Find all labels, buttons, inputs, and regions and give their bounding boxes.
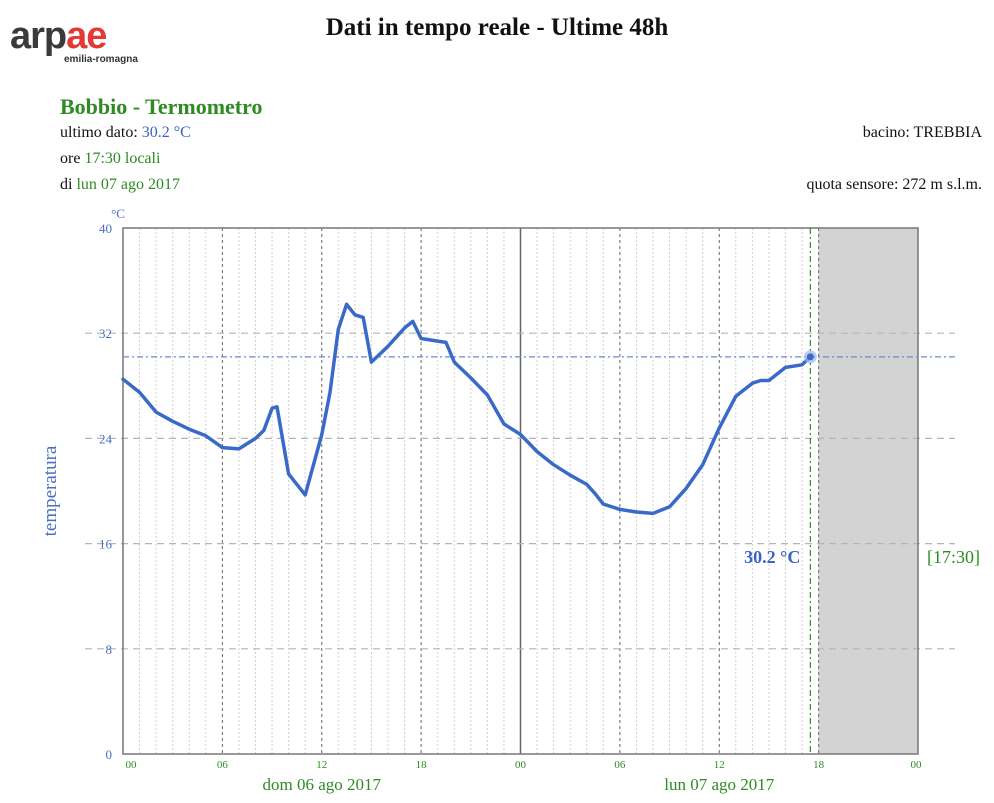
x-tick-label: 00 [911, 759, 923, 771]
x-tick-label: 00 [515, 759, 527, 771]
time-line: ore 17:30 locali [60, 150, 160, 168]
x-day-label: dom 06 ago 2017 [262, 775, 381, 794]
last-value: 30.2 °C [141, 124, 191, 141]
current-point [806, 353, 814, 361]
altitude-label: quota sensore: 272 m s.l.m. [806, 176, 982, 193]
plot-frame [122, 227, 919, 755]
y-tick-label: 24 [99, 431, 113, 446]
last-value-line: ultimo dato: 30.2 °C [60, 124, 191, 142]
time-value: 17:30 locali [84, 150, 161, 167]
x-tick-label: 12 [714, 759, 725, 771]
y-unit-label: °C [111, 206, 125, 221]
date-value: lun 07 ago 2017 [76, 176, 180, 193]
current-time-label: [17:30] [927, 547, 980, 567]
y-tick-label: 16 [99, 537, 113, 552]
logo-wordmark: arpae [10, 15, 107, 57]
time-prefix: ore [60, 150, 81, 167]
current-value-label: 30.2 °C [744, 547, 800, 567]
y-axis-title: temperatura [40, 445, 61, 536]
x-day-label: lun 07 ago 2017 [664, 775, 775, 794]
date-prefix: di [60, 176, 73, 193]
y-tick-label: 40 [99, 221, 112, 236]
temperature-series-line [121, 302, 813, 516]
y-tick-label: 32 [99, 326, 112, 341]
logo-subtitle: emilia-romagna [64, 54, 138, 65]
y-tick-label: 0 [106, 747, 113, 762]
x-tick-label: 06 [217, 759, 229, 771]
page-title: Dati in tempo reale - Ultime 48h [325, 14, 669, 41]
x-tick-label: 00 [126, 759, 138, 771]
x-tick-label: 06 [614, 759, 626, 771]
future-band [818, 228, 918, 754]
station-title: Bobbio - Termometro [60, 94, 263, 119]
x-tick-label: 18 [813, 759, 825, 771]
y-tick-label: 8 [106, 642, 113, 657]
x-tick-label: 18 [416, 759, 428, 771]
x-tick-label: 12 [316, 759, 327, 771]
basin-label: bacino: TREBBIA [862, 124, 982, 141]
arpae-logo: arpae emilia-romagna [10, 14, 160, 70]
last-value-label: ultimo dato: [60, 124, 138, 141]
date-line: di lun 07 ago 2017 [60, 176, 180, 194]
